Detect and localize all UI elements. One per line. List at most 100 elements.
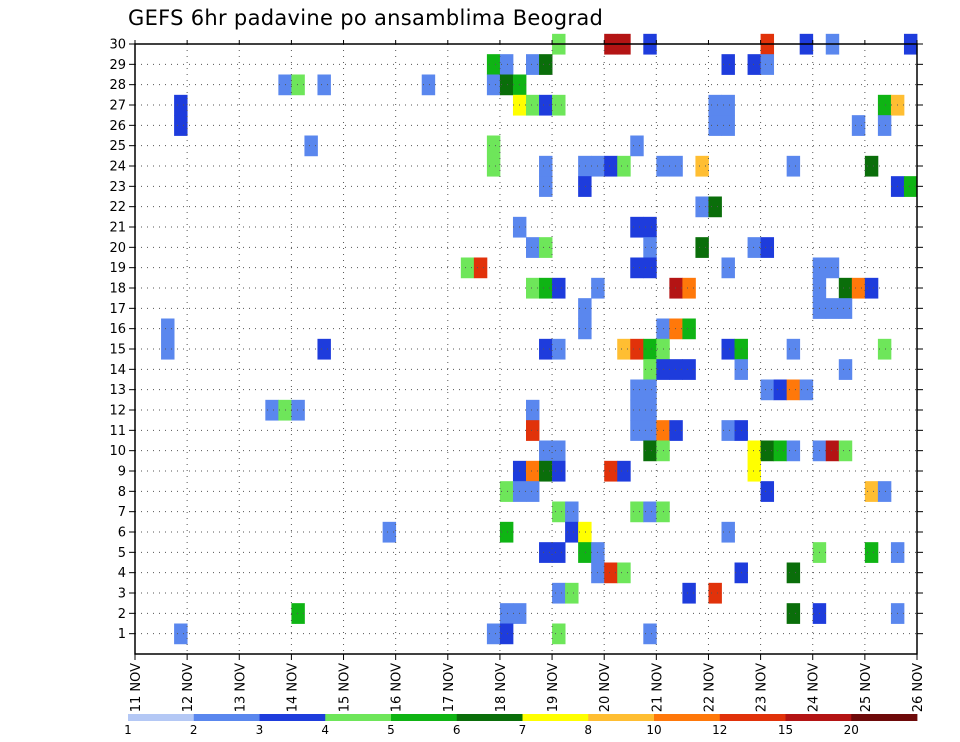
heatmap-cell	[708, 196, 722, 218]
heatmap-cell	[539, 155, 553, 177]
heatmap-cell	[565, 501, 579, 523]
y-tick-label: 28	[109, 78, 126, 93]
heatmap-cell	[578, 521, 592, 543]
y-tick-label: 26	[109, 119, 126, 134]
heatmap-cell	[539, 237, 553, 258]
heatmap-cell	[499, 521, 514, 543]
legend-label: 4	[321, 723, 329, 737]
heatmap-cell	[486, 623, 501, 645]
y-tick-label: 29	[109, 58, 126, 73]
y-tick-label: 27	[109, 99, 126, 114]
legend-swatch	[785, 714, 852, 721]
heatmap-cell	[291, 399, 305, 421]
heatmap-cell	[669, 359, 683, 380]
heatmap-cell	[903, 176, 918, 197]
heatmap-cell	[760, 481, 775, 502]
heatmap-cell	[526, 237, 540, 258]
y-tick-label: 1	[118, 627, 126, 642]
heatmap-cell	[669, 318, 683, 340]
x-tick-label: 22 NOV	[702, 663, 717, 712]
heatmap-cell	[526, 94, 540, 116]
legend-label: 7	[519, 723, 527, 737]
heatmap-cell	[786, 562, 801, 584]
legend-label: 3	[256, 723, 264, 737]
y-tick-label: 10	[109, 444, 126, 459]
heatmap-cell	[539, 460, 553, 482]
heatmap-cell	[499, 481, 514, 502]
heatmap-cell	[539, 277, 553, 299]
y-tick-label: 5	[118, 546, 126, 561]
y-tick-label: 15	[109, 343, 126, 358]
heatmap-cell	[604, 460, 618, 482]
legend-label: 15	[778, 723, 793, 737]
legend-label: 1	[124, 723, 132, 737]
x-tick-label: 26 NOV	[911, 663, 926, 712]
heatmap-cell	[864, 542, 879, 563]
legend-label: 2	[190, 723, 198, 737]
x-tick-label: 17 NOV	[442, 663, 457, 712]
y-tick-label: 23	[109, 180, 126, 195]
heatmap-cell	[760, 379, 775, 401]
heatmap-cell	[526, 420, 540, 441]
heatmap-cell	[578, 542, 592, 563]
legend-swatch	[456, 714, 523, 721]
heatmap-cell	[499, 74, 514, 96]
heatmap-cell	[760, 237, 775, 258]
legend-swatch	[654, 714, 721, 721]
heatmap-cell	[747, 54, 761, 75]
heatmap-cell	[265, 399, 279, 421]
heatmap-cell	[786, 155, 801, 177]
y-tick-label: 21	[109, 221, 126, 236]
heatmap-cell	[460, 257, 475, 279]
heatmap-cell	[617, 155, 631, 177]
heatmap-cell	[617, 338, 631, 360]
heatmap-cell	[539, 542, 553, 563]
heatmap-cell	[552, 542, 566, 563]
heatmap-cell	[565, 582, 579, 604]
heatmap-cell	[799, 379, 814, 401]
heatmap-cell	[552, 623, 566, 645]
heatmap-cell	[161, 318, 175, 340]
y-tick-label: 22	[109, 200, 126, 215]
heatmap-cell	[499, 623, 514, 645]
legend-swatch	[128, 714, 195, 721]
heatmap-cell	[526, 460, 540, 482]
heatmap-cell	[317, 338, 331, 360]
heatmap-cell	[526, 481, 540, 502]
legend-label: 10	[646, 723, 661, 737]
heatmap-cell	[630, 501, 644, 523]
heatmap-cell	[747, 237, 761, 258]
heatmap-cell	[630, 379, 644, 401]
legend-swatch	[325, 714, 392, 721]
legend-label: 20	[844, 723, 859, 737]
x-tick-label: 14 NOV	[285, 663, 300, 712]
heatmap-cell	[539, 54, 553, 75]
heatmap-cell	[643, 338, 657, 360]
heatmap-cell	[643, 440, 657, 462]
heatmap-cell	[617, 460, 631, 482]
y-tick-label: 9	[118, 465, 126, 480]
heatmap-cell	[786, 338, 801, 360]
heatmap-cell	[317, 74, 331, 96]
heatmap-cell	[747, 460, 761, 482]
heatmap-cell	[161, 338, 175, 360]
heatmap-cell	[539, 94, 553, 116]
heatmap-cell	[552, 501, 566, 523]
heatmap-cell	[643, 623, 657, 645]
heatmap-cell	[721, 257, 735, 279]
y-tick-label: 6	[118, 526, 126, 541]
heatmap-cell	[539, 338, 553, 360]
heatmap-cell	[552, 440, 566, 462]
heatmap-cell	[864, 155, 879, 177]
heatmap-cell	[721, 420, 735, 441]
heatmap-cell	[721, 94, 735, 116]
heatmap-cell	[643, 216, 657, 238]
legend-label: 6	[453, 723, 461, 737]
heatmap-cell	[643, 379, 657, 401]
heatmap-cell	[486, 155, 501, 177]
heatmap-cell	[669, 420, 683, 441]
y-tick-label: 12	[109, 404, 126, 419]
heatmap-cell	[643, 399, 657, 421]
heatmap-cell	[695, 155, 709, 177]
heatmap-cell	[539, 440, 553, 462]
